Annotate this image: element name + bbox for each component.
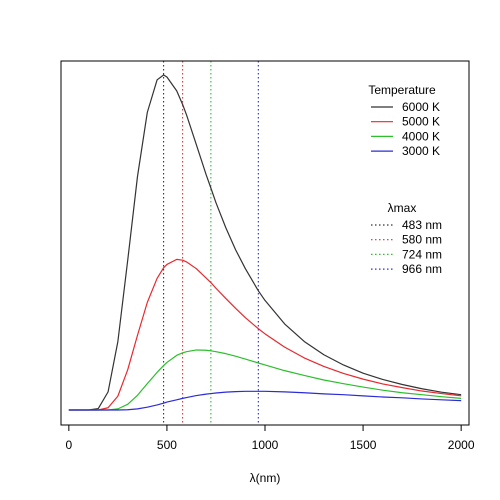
legend-entry: 4000 K — [402, 129, 440, 143]
temperature-curves — [68, 74, 462, 411]
x-tick-label: 500 — [157, 438, 177, 452]
x-tick-label: 2000 — [448, 438, 475, 452]
x-tick-label: 1000 — [252, 438, 279, 452]
curve-3000k — [68, 390, 462, 411]
x-axis: 0 500 1000 1500 2000 — [66, 424, 475, 452]
x-tick-label: 0 — [66, 438, 73, 452]
curve-4000k — [68, 349, 462, 411]
legend-entry: 724 nm — [402, 247, 442, 261]
legend-title: λmax — [388, 201, 417, 215]
legend-entry: 6000 K — [402, 100, 440, 114]
legend-entry: 3000 K — [402, 144, 440, 158]
curve-6000k — [68, 74, 462, 411]
legend-entry: 483 nm — [402, 218, 442, 232]
curve-5000k — [68, 258, 462, 411]
legend-entry: 5000 K — [402, 115, 440, 129]
x-tick-label: 1500 — [350, 438, 377, 452]
lambda-max-lines — [163, 61, 259, 425]
legend-title: Temperature — [368, 83, 436, 97]
x-axis-label: λ(nm) — [250, 471, 281, 485]
legend-entry: 966 nm — [402, 262, 442, 276]
legend-entry: 580 nm — [402, 233, 442, 247]
